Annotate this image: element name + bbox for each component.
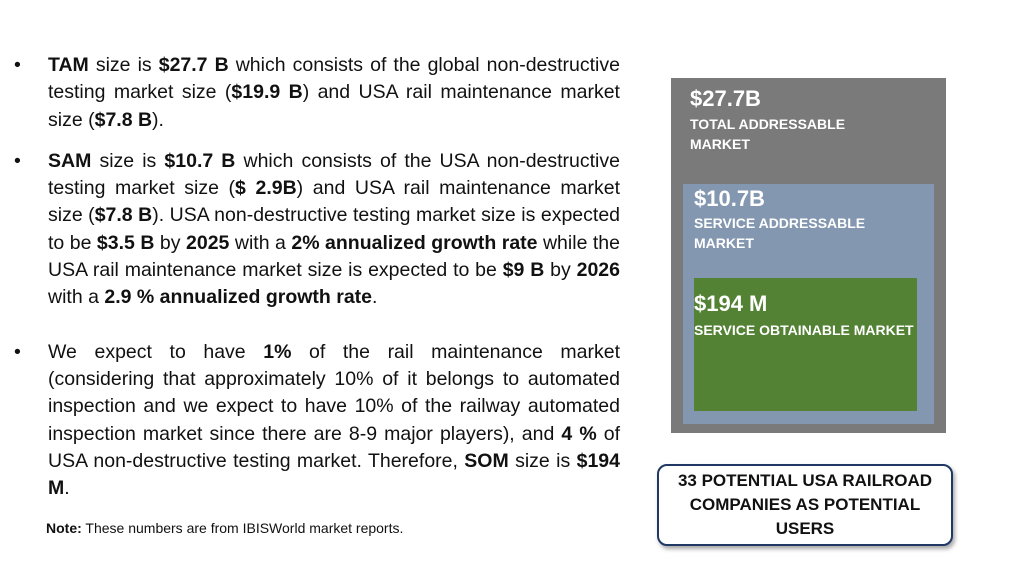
text: ) and USA rail maintenance market size ( [48,177,620,227]
year-2025: 2025 [186,231,230,254]
rail-2026-value: $9 B [502,259,545,282]
bullet-tam: • TAM size is $27.7 B which consists of … [14,52,620,134]
note-text: These numbers are from IBISWorld market … [81,520,404,536]
text: by [154,231,186,254]
tam-term: TAM [48,54,89,76]
text: of USA non-destructive testing market. T… [48,422,620,472]
ndt-2025-value: $3.5 B [96,231,155,254]
text: with a [229,231,292,254]
text: ). [152,108,164,131]
text: size is [91,149,165,172]
tam-box-label: TOTAL ADDRESSABLE MARKET [690,116,846,152]
growth-rate-rail: 2.9 % annualized growth rate [104,286,372,309]
som-box-value: $194 M [694,291,768,316]
ndt-share: 4 % [561,422,597,445]
text: of the rail maintenance market (consider… [48,340,620,445]
sam-box-value: $10.7B [694,186,765,211]
ndt-usa-value: $ 2.9B [235,177,297,200]
bullet-list: • TAM size is $27.7 B which consists of … [14,52,620,502]
text: ) and USA rail maintenance market size ( [48,81,620,131]
text: with a [48,286,105,309]
rail-maintenance-value: $7.8 B [94,204,153,227]
sam-term: SAM [48,149,92,172]
growth-rate-ndt: 2% annualized growth rate [291,231,538,254]
ndt-global-value: $19.9 B [231,81,303,104]
bullet-marker: • [14,340,21,363]
text: . [64,477,70,500]
text: which consists of the USA non-destructiv… [48,149,620,200]
bullet-marker: • [14,149,21,172]
text: size is [508,449,577,472]
som-box-label: SERVICE OBTAINABLE MARKET [694,322,914,338]
sam-box-label: SERVICE ADDRESSABLE MARKET [694,215,866,251]
bullet-sam: • SAM size is $10.7 B which consists of … [14,148,620,312]
som-value: $194 M [48,449,620,500]
bullet-marker: • [14,54,21,76]
text: ). USA non-destructive testing market si… [48,204,621,254]
som-term: SOM [464,449,509,472]
bullet-som: • We expect to have 1% of the rail maint… [14,339,620,503]
sam-value: $10.7 B [164,149,236,172]
year-2026: 2026 [576,259,620,282]
text: which consists of the global non-destruc… [48,54,620,104]
text: size is [88,54,159,76]
rail-share: 1% [263,340,292,363]
text: We expect to have [48,340,264,363]
som-box: $194 M SERVICE OBTAINABLE MARKET [694,278,917,411]
tam-value: $27.7 B [158,54,229,76]
text: . [372,286,378,309]
text: by [544,259,577,282]
potential-users-callout: 33 POTENTIAL USA RAILROAD COMPANIES AS P… [657,464,953,546]
source-note: Note: These numbers are from IBISWorld m… [46,520,403,536]
text: while the USA rail maintenance market si… [48,231,621,282]
note-label: Note: [46,520,82,536]
callout-text: 33 POTENTIAL USA RAILROAD COMPANIES AS P… [677,471,933,538]
rail-maintenance-value: $7.8 B [94,108,153,131]
tam-box-value: $27.7B [690,86,761,111]
